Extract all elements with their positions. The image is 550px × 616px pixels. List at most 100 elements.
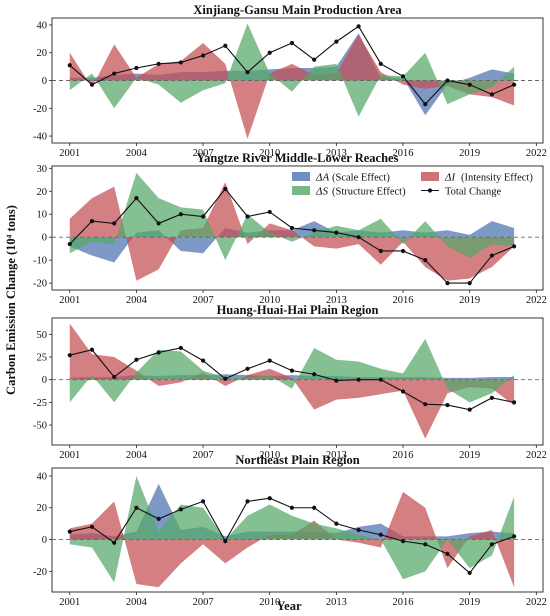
plot-frame bbox=[51, 467, 544, 593]
legend-symbol: ΔS bbox=[315, 186, 328, 198]
total-change-point bbox=[67, 529, 72, 534]
x-tick-label: 2001 bbox=[59, 450, 80, 461]
total-change-point bbox=[89, 219, 95, 224]
total-change-point bbox=[423, 542, 428, 547]
x-tick-label: 2016 bbox=[393, 450, 414, 461]
total-change-point bbox=[178, 507, 183, 512]
y-tick-label: -25 bbox=[33, 398, 47, 409]
area-scale bbox=[69, 221, 515, 263]
total-change-point bbox=[489, 395, 495, 400]
total-change-point bbox=[334, 521, 339, 526]
total-change-point bbox=[378, 61, 383, 66]
total-change-point bbox=[89, 347, 95, 352]
plot-frame bbox=[51, 317, 544, 446]
total-change-point bbox=[356, 24, 361, 29]
x-tick-label: 2010 bbox=[259, 597, 280, 608]
x-tick-label: 2022 bbox=[526, 597, 547, 608]
total-change-point bbox=[445, 551, 450, 556]
total-change-point bbox=[89, 82, 95, 87]
total-change-point bbox=[400, 248, 406, 254]
total-change-point bbox=[200, 499, 206, 504]
y-tick-label: 0 bbox=[42, 535, 47, 546]
total-change-point bbox=[134, 65, 139, 71]
total-change-point bbox=[67, 353, 72, 358]
total-change-point bbox=[289, 40, 295, 46]
plot-area bbox=[52, 172, 543, 286]
x-tick-label: 2004 bbox=[126, 597, 148, 608]
legend-label: (Structure Effect) bbox=[332, 187, 406, 198]
total-change-point bbox=[178, 212, 183, 217]
total-change-point bbox=[467, 82, 472, 87]
y-tick-label: -20 bbox=[33, 279, 47, 290]
chart-panels: Xinjiang-Gansu Main Production Area 2001 2… bbox=[33, 3, 547, 608]
legend-marker bbox=[427, 188, 433, 193]
x-tick-label: 2004 bbox=[126, 450, 148, 461]
total-change-point bbox=[378, 377, 383, 382]
total-change-point bbox=[334, 39, 339, 44]
total-change-point bbox=[512, 400, 517, 405]
total-change-point bbox=[245, 70, 250, 75]
area-structure bbox=[69, 23, 515, 117]
y-tick-label: 0 bbox=[42, 233, 47, 244]
plot-area bbox=[52, 323, 543, 439]
total-change-point bbox=[312, 57, 317, 62]
legend-label: (Scale Effect) bbox=[332, 173, 390, 184]
plot-frame bbox=[51, 165, 544, 291]
panel-title: Huang-Huai-Hai Plain Region bbox=[217, 303, 379, 317]
y-tick-label: 40 bbox=[37, 471, 48, 482]
legend-swatch-intensity bbox=[421, 172, 439, 181]
total-change-point bbox=[267, 358, 272, 363]
x-tick-label: 2019 bbox=[459, 148, 480, 159]
panel-4: Northeast Plain Region 2001 2004 2007 2010 20… bbox=[33, 453, 547, 608]
total-change-point bbox=[400, 539, 406, 544]
total-change-point bbox=[156, 516, 161, 521]
plot-area bbox=[52, 23, 543, 139]
legend-symbol: ΔA bbox=[315, 172, 329, 184]
total-change-point bbox=[245, 366, 250, 371]
legend: ΔA (Scale Effect) ΔI (Intensity Effect) ΔS (S… bbox=[292, 172, 533, 198]
area-intensity bbox=[69, 34, 515, 139]
area-intensity bbox=[69, 323, 515, 439]
area-structure bbox=[69, 172, 515, 261]
total-change-point bbox=[223, 186, 228, 192]
legend-item-intensity: ΔI (Intensity Effect) bbox=[421, 172, 533, 184]
total-change-point bbox=[223, 376, 228, 381]
total-change-point bbox=[512, 534, 517, 539]
y-tick-label: 0 bbox=[42, 76, 47, 87]
x-tick-label: 2013 bbox=[326, 295, 347, 306]
y-tick-label: 20 bbox=[37, 187, 48, 198]
total-change-point bbox=[134, 505, 139, 510]
total-change-point bbox=[400, 389, 406, 394]
area-structure bbox=[69, 475, 515, 583]
total-change-point bbox=[423, 102, 428, 107]
total-change-point bbox=[356, 377, 361, 382]
legend-item-structure: ΔS (Structure Effect) bbox=[292, 186, 406, 198]
y-tick-label: 40 bbox=[37, 20, 48, 31]
total-change-point bbox=[445, 78, 450, 83]
total-change-point bbox=[67, 241, 72, 247]
x-tick-label: 2007 bbox=[193, 295, 214, 306]
total-change-point bbox=[512, 82, 517, 87]
y-tick-label: -20 bbox=[33, 567, 47, 578]
x-tick-label: 2004 bbox=[126, 295, 148, 306]
total-change-point bbox=[467, 570, 472, 576]
x-tick-label: 2016 bbox=[393, 148, 414, 159]
area-scale bbox=[69, 483, 515, 540]
legend-item-scale: ΔA (Scale Effect) bbox=[292, 172, 390, 184]
y-tick-label: -10 bbox=[33, 256, 47, 267]
total-change-point bbox=[512, 244, 517, 249]
x-tick-label: 2001 bbox=[59, 295, 80, 306]
y-tick-label: 50 bbox=[37, 330, 48, 341]
y-tick-label: 10 bbox=[37, 210, 48, 221]
y-tick-label: 0 bbox=[42, 375, 47, 386]
y-tick-label: -40 bbox=[33, 132, 47, 143]
total-change-point bbox=[156, 61, 161, 66]
x-tick-label: 2007 bbox=[193, 450, 214, 461]
total-change-point bbox=[112, 71, 117, 76]
total-change-point bbox=[334, 378, 339, 383]
legend-swatch-scale bbox=[292, 172, 310, 181]
x-axis-label: Year bbox=[277, 599, 302, 613]
x-tick-label: 2007 bbox=[193, 148, 214, 159]
area-intensity bbox=[69, 491, 515, 588]
